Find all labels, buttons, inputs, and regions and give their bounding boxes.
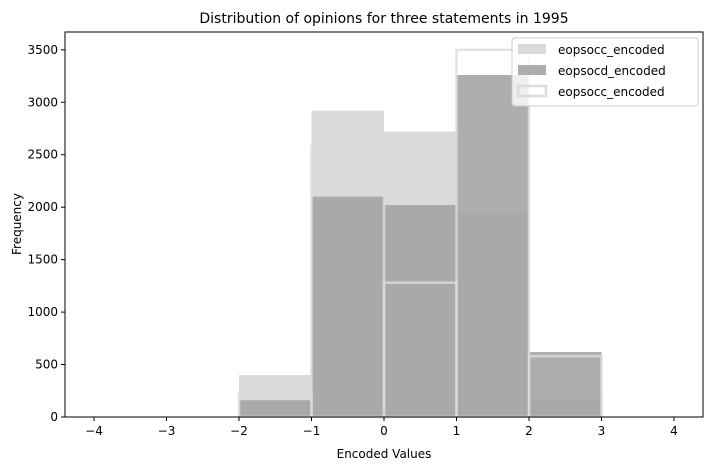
legend-box	[511, 37, 699, 107]
chart-title: Distribution of opinions for three state…	[199, 11, 568, 27]
legend-swatch-2	[518, 65, 546, 75]
x-tick-label: 4	[670, 424, 678, 438]
legend-label-3: eopsocc_encoded	[558, 85, 665, 99]
x-tick-label: −3	[158, 424, 176, 438]
y-tick-label: 500	[35, 358, 58, 372]
bars-group	[237, 48, 603, 419]
y-axis-label: Frequency	[10, 193, 24, 255]
legend-label-1: eopsocc_encoded	[558, 43, 665, 57]
y-tick-label: 2000	[27, 200, 58, 214]
legend-label-2: eopsocd_encoded	[558, 64, 666, 78]
bar-series-2-bin-4	[456, 75, 529, 418]
legend-swatch-1	[518, 44, 546, 54]
legend-swatch-3	[516, 84, 548, 98]
axes-group: −4 −3 −2 −1 0 1 2 3 4 0 500 1000 1500 2000 2500 3000 350…	[27, 31, 704, 438]
y-tick-label: 3000	[27, 95, 58, 109]
x-tick-label: 0	[380, 424, 388, 438]
bar-series-2-bin-1	[239, 400, 312, 417]
y-tick-label: 1500	[27, 253, 58, 267]
legend: eopsocc_encoded eopsocd_encoded eopsocc_en…	[511, 37, 699, 107]
y-tick-label: 3500	[27, 43, 58, 57]
x-tick-label: −1	[303, 424, 321, 438]
y-tick-label: 2500	[27, 148, 58, 162]
x-tick-label: 2	[525, 424, 533, 438]
y-tick-label: 1000	[27, 305, 58, 319]
x-tick-label: 1	[453, 424, 461, 438]
x-tick-label: 3	[598, 424, 606, 438]
bar-series-2-bin-2	[311, 196, 384, 417]
bar-series-2-bin-5	[529, 351, 602, 417]
bar-series-2-bin-3	[384, 205, 457, 417]
x-tick-label: −2	[230, 424, 248, 438]
x-tick-label: −4	[85, 424, 103, 438]
x-axis-label: Encoded Values	[337, 447, 432, 461]
y-tick-label: 0	[50, 410, 58, 424]
